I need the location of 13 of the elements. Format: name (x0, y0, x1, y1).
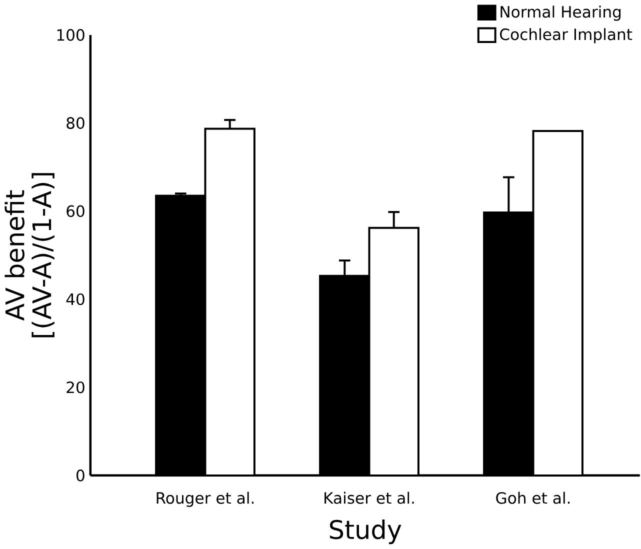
legend-label: Cochlear Implant (500, 28, 632, 44)
y-tick-label: 80 (66, 117, 84, 129)
y-axis-title: AV benefit [(AV-A)/(1-A)] (4, 173, 54, 338)
y-tick-label: 60 (66, 205, 84, 218)
x-axis-title: Study (330, 520, 402, 544)
y-tick-label: 40 (66, 293, 84, 306)
y-tick-label: 100 (57, 29, 84, 41)
y-tick-label: 20 (66, 382, 84, 394)
x-tick-label: Kaiser et al. (324, 492, 414, 504)
legend-label: Normal Hearing (500, 6, 621, 21)
x-tick-label: Rouger et al. (156, 492, 254, 507)
x-tick-label: Goh et al. (496, 492, 570, 504)
y-tick-label: 0 (76, 470, 84, 482)
